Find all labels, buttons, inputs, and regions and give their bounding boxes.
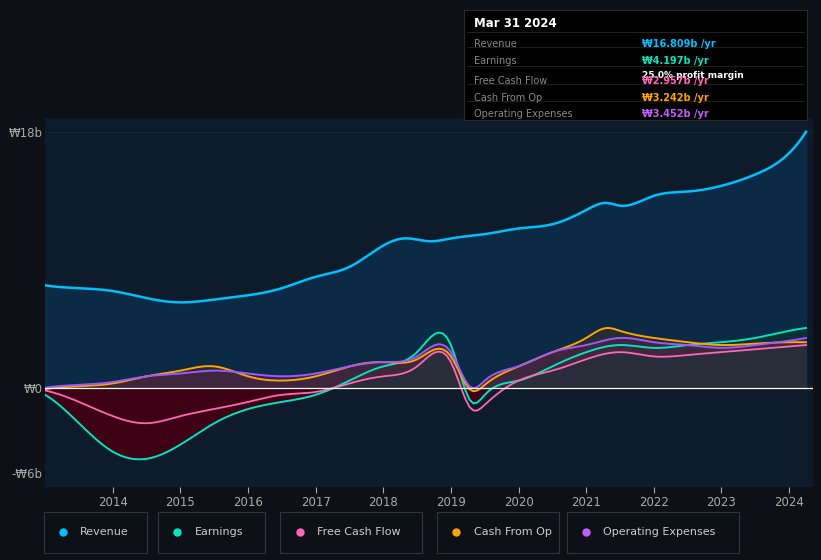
Text: Free Cash Flow: Free Cash Flow	[317, 527, 401, 537]
Text: Revenue: Revenue	[80, 527, 129, 537]
Text: Mar 31 2024: Mar 31 2024	[475, 17, 557, 30]
Text: Cash From Op: Cash From Op	[475, 92, 543, 102]
Text: ₩3.242b /yr: ₩3.242b /yr	[642, 92, 709, 102]
Text: Earnings: Earnings	[195, 527, 243, 537]
Text: ₩3.452b /yr: ₩3.452b /yr	[642, 109, 709, 119]
Text: 25.0% profit margin: 25.0% profit margin	[642, 71, 744, 80]
Text: Revenue: Revenue	[475, 39, 517, 49]
Text: Operating Expenses: Operating Expenses	[603, 527, 716, 537]
Text: Earnings: Earnings	[475, 56, 516, 66]
Text: ₩2.957b /yr: ₩2.957b /yr	[642, 76, 709, 86]
Text: Free Cash Flow: Free Cash Flow	[475, 76, 548, 86]
Text: Operating Expenses: Operating Expenses	[475, 109, 573, 119]
Text: ₩4.197b /yr: ₩4.197b /yr	[642, 56, 709, 66]
Text: ₩16.809b /yr: ₩16.809b /yr	[642, 39, 716, 49]
Text: Cash From Op: Cash From Op	[474, 527, 552, 537]
